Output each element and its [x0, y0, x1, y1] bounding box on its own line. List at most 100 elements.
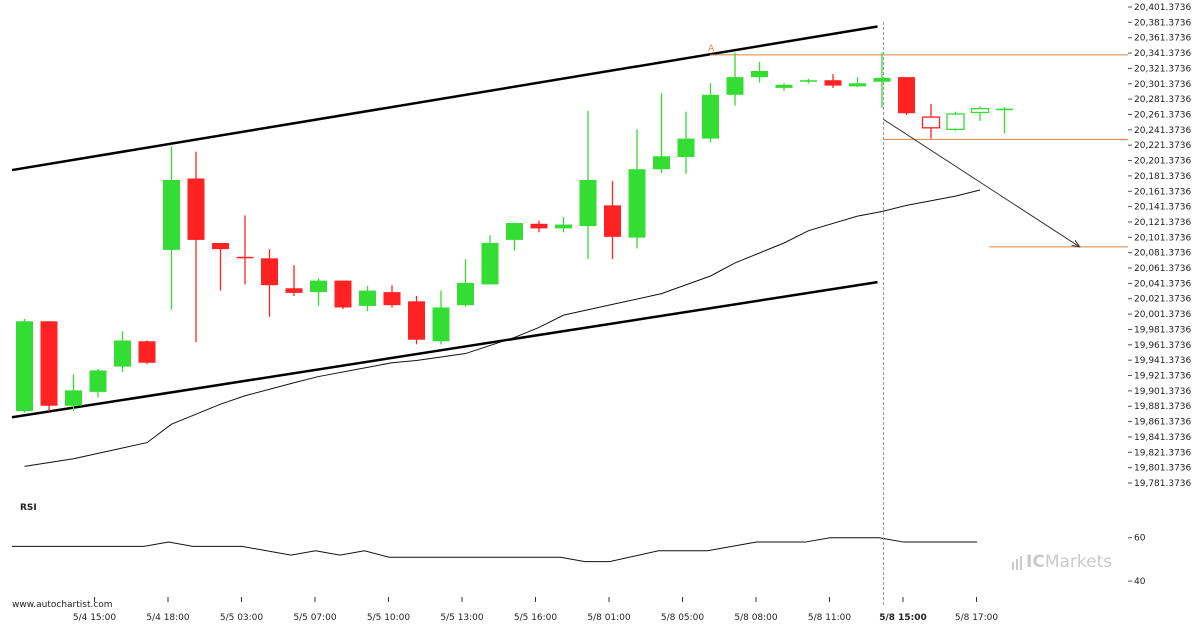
x-tick-label: 5/5 07:00 [293, 613, 337, 623]
y-tick-label: 20,041.3736 [1134, 279, 1192, 289]
x-tick-label: 5/8 01:00 [587, 613, 631, 623]
y-tick-label: 20,361.3736 [1134, 34, 1192, 44]
candles-layer [16, 52, 1013, 413]
candle-body [334, 280, 352, 308]
candle [114, 331, 131, 372]
candle [800, 78, 817, 84]
candle-body [996, 108, 1013, 111]
y-tick-label: 19,881.3736 [1134, 402, 1192, 412]
candle [89, 368, 107, 398]
candle-body [65, 390, 82, 406]
candle [530, 220, 548, 233]
candle-body [114, 340, 131, 367]
candle-body [970, 107, 990, 114]
y-tick-label: 19,961.3736 [1134, 341, 1192, 351]
candle-body [16, 321, 33, 412]
y-tick-label: 19,821.3736 [1134, 448, 1192, 458]
y-tick-label: 20,121.3736 [1134, 218, 1192, 228]
y-tick-label: 19,981.3736 [1134, 325, 1192, 335]
candle [408, 295, 425, 345]
candle-body [383, 292, 401, 306]
candle-body [408, 301, 425, 340]
candle-body [40, 321, 58, 406]
brand-name: Markets [1044, 552, 1113, 572]
x-tick-label: 5/5 13:00 [440, 613, 484, 623]
candle-body [921, 116, 941, 129]
candle-body [604, 205, 621, 237]
candle [849, 77, 866, 88]
y-tick-label: 20,021.3736 [1134, 295, 1192, 305]
candle [702, 83, 719, 143]
candle [40, 321, 58, 412]
candle-body [187, 178, 205, 240]
candle-body [726, 77, 744, 95]
candle [506, 223, 523, 251]
candle-body [432, 307, 450, 342]
candle-body [653, 156, 670, 170]
brand-bars-icon [1012, 556, 1022, 570]
rsi-line [12, 537, 977, 563]
watermark-text: www.autochartist.com [12, 600, 113, 610]
candle [579, 110, 597, 260]
channel-lower-line [11, 280, 878, 419]
candle-body [702, 94, 719, 139]
x-tick-label: 5/5 03:00 [220, 613, 264, 623]
brand-logo: ICMarkets [1026, 552, 1112, 572]
candle [65, 374, 82, 412]
candle-body [775, 84, 793, 88]
candle-body [138, 341, 156, 363]
y-tick-label: 20,141.3736 [1134, 203, 1192, 213]
moving-average-line [24, 189, 981, 467]
x-tick-label: 5/4 15:00 [73, 613, 117, 623]
candle [334, 280, 352, 310]
y-tick-label: 20,261.3736 [1134, 110, 1192, 120]
brand-prefix: IC [1026, 552, 1045, 572]
x-tick-label: 5/8 08:00 [734, 613, 778, 623]
candle [996, 107, 1013, 134]
pattern-overlay: A [11, 25, 1128, 419]
y-tick-label: 20,401.3736 [1134, 3, 1192, 13]
candle [212, 242, 229, 291]
candle-body [481, 242, 499, 285]
rsi-title: RSI [20, 503, 37, 513]
candle [163, 146, 180, 310]
candle [310, 278, 327, 306]
candle-body [285, 288, 303, 293]
y-tick-label: 20,201.3736 [1134, 157, 1192, 167]
candle-body [751, 71, 768, 78]
candle-body [555, 224, 572, 229]
x-tick-label: 5/8 17:00 [955, 613, 999, 623]
y-tick-label: 20,321.3736 [1134, 64, 1192, 74]
candle-body [898, 77, 915, 114]
candle-body [212, 242, 229, 250]
candle-body [849, 83, 866, 87]
y-tick-label: 20,341.3736 [1134, 49, 1192, 59]
candle-body [677, 138, 695, 157]
moving-average-layer [24, 189, 981, 467]
candle [187, 151, 205, 343]
candle [677, 111, 695, 174]
candle [555, 216, 572, 233]
x-tick-label: 5/5 10:00 [367, 613, 411, 623]
candle-body [824, 80, 842, 86]
y-tick-label: 19,841.3736 [1134, 433, 1192, 443]
candle [16, 318, 33, 413]
candle-body [873, 77, 891, 82]
x-tick-label: 5/8 05:00 [661, 613, 705, 623]
candle [604, 180, 621, 260]
candle-body [946, 113, 965, 131]
y-tick-label: 20,001.3736 [1134, 310, 1192, 320]
x-tick-label: 5/8 15:00 [879, 613, 927, 623]
y-tick-label: 20,301.3736 [1134, 80, 1192, 90]
x-tick-label: 5/5 16:00 [514, 613, 558, 623]
candle [457, 259, 474, 307]
level-point-label: A [708, 44, 715, 54]
rsi-panel: 60 40 [12, 534, 1146, 587]
candle [628, 129, 646, 249]
candle [726, 52, 744, 106]
y-tick-label: 19,861.3736 [1134, 418, 1192, 428]
y-tick-label: 20,061.3736 [1134, 264, 1192, 274]
candle [921, 104, 941, 139]
rsi-tick-label: 60 [1134, 534, 1146, 544]
